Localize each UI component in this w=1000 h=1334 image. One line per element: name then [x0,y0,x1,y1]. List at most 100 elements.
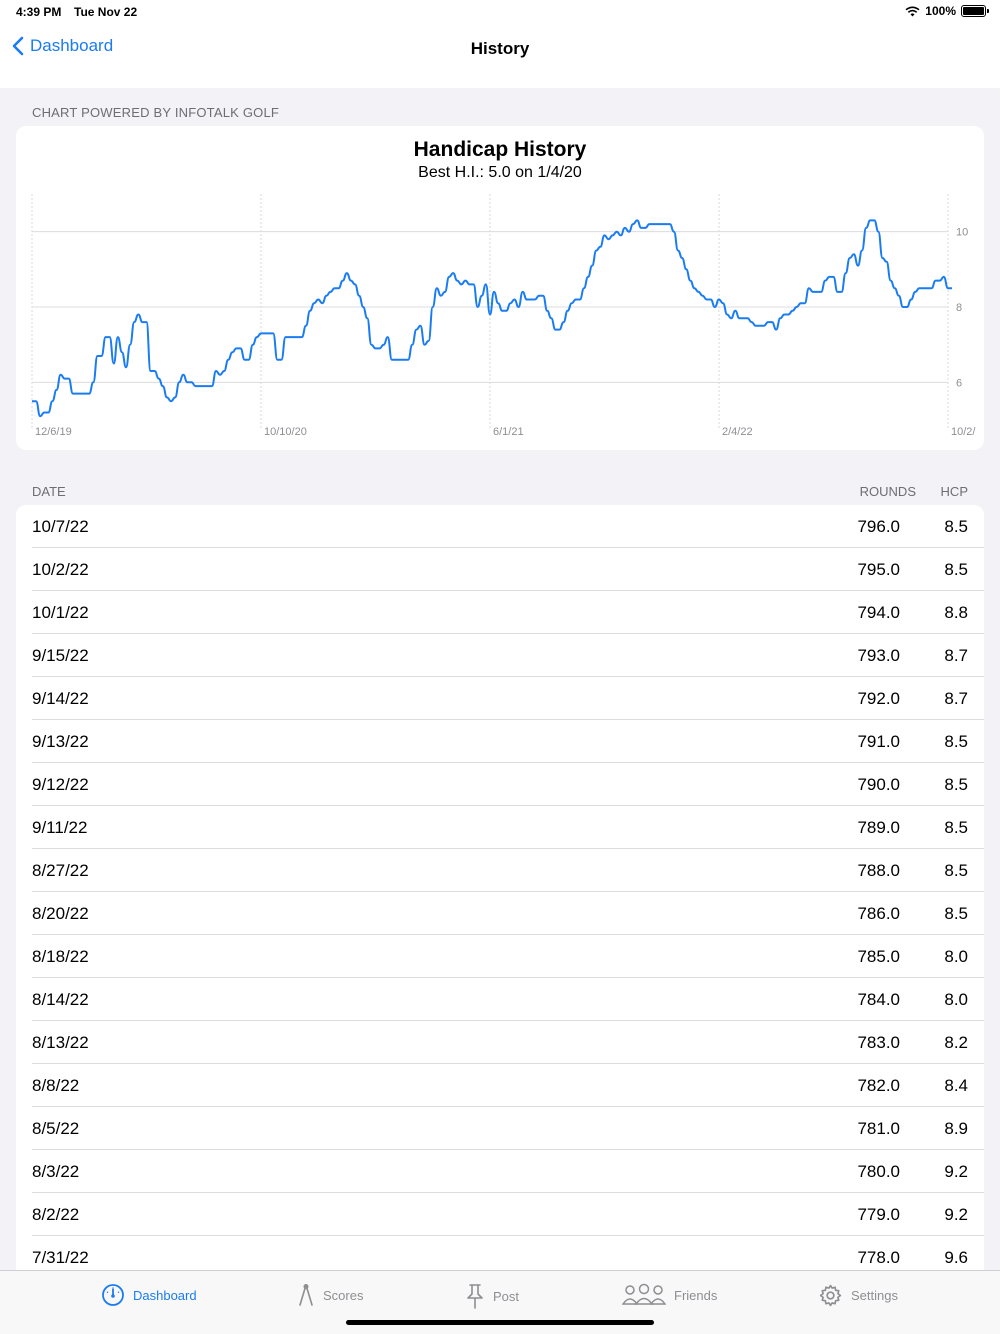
row-date: 10/2/22 [32,560,89,579]
home-indicator [346,1320,654,1325]
row-hcp: 9.2 [944,1205,968,1224]
page-title: History [470,39,530,58]
chevron-left-icon [12,36,24,56]
row-date: 8/5/22 [32,1119,80,1138]
row-rounds: 782.0 [857,1076,900,1095]
chart-card: Handicap History Best H.I.: 5.0 on 1/4/2… [16,126,984,450]
table-header: DATE ROUNDS HCP [0,484,1000,504]
table-row[interactable]: 8/5/22 781.0 8.9 [16,1107,984,1150]
tab-dashboard[interactable]: Dashboard [101,1283,197,1307]
row-rounds: 788.0 [857,861,900,880]
row-hcp: 8.7 [944,646,968,665]
row-date: 8/2/22 [32,1205,80,1224]
tab-settings[interactable]: Settings [818,1283,898,1308]
row-date: 9/15/22 [32,646,89,665]
table-row[interactable]: 8/18/22 785.0 8.0 [16,935,984,978]
table-row[interactable]: 9/12/22 790.0 8.5 [16,763,984,806]
row-rounds: 779.0 [857,1205,900,1224]
tab-label: Settings [851,1288,898,1303]
y-tick-label: 8 [956,302,962,314]
row-hcp: 8.0 [944,990,968,1009]
row-date: 10/1/22 [32,603,89,622]
x-tick-label: 12/6/19 [35,426,72,438]
table-row[interactable]: 8/2/22 779.0 9.2 [16,1193,984,1236]
table-row[interactable]: 10/2/22 795.0 8.5 [16,548,984,591]
row-hcp: 8.0 [944,947,968,966]
x-tick-label: 10/2/ [951,426,976,438]
table-row[interactable]: 10/7/22 796.0 8.5 [16,505,984,548]
row-date: 9/14/22 [32,689,89,708]
column-header-rounds: ROUNDS [859,484,916,499]
back-button[interactable]: Dashboard [12,36,113,56]
x-tick-label: 10/10/20 [264,426,307,438]
row-rounds: 778.0 [857,1248,900,1267]
tab-label: Post [493,1288,520,1304]
table-row[interactable]: 9/11/22 789.0 8.5 [16,806,984,849]
row-date: 8/13/22 [32,1033,89,1052]
column-header-hcp: HCP [940,484,968,499]
chart-title: Handicap History [413,138,587,161]
row-rounds: 784.0 [857,990,900,1009]
status-time: 4:39 PM [16,5,62,19]
status-date: Tue Nov 22 [74,5,138,19]
tab-post[interactable]: Post [465,1283,519,1309]
y-tick-label: 10 [956,227,968,239]
table-row[interactable]: 8/13/22 783.0 8.2 [16,1021,984,1064]
nav-bar: Dashboard History [0,24,1000,88]
row-rounds: 789.0 [857,818,900,837]
history-table: 10/7/22 796.0 8.5 10/2/22 795.0 8.5 10/1/22 7… [16,505,984,1270]
table-row[interactable]: 8/20/22 786.0 8.5 [16,892,984,935]
table-row[interactable]: 9/13/22 791.0 8.5 [16,720,984,763]
post-pin-icon [467,1284,483,1309]
row-hcp: 8.5 [944,560,968,579]
row-hcp: 8.5 [944,818,968,837]
y-tick-label: 6 [956,377,962,389]
row-rounds: 783.0 [857,1033,900,1052]
row-hcp: 8.4 [944,1076,968,1095]
row-rounds: 793.0 [857,646,900,665]
table-row[interactable]: 8/27/22 788.0 8.5 [16,849,984,892]
tab-friends[interactable]: Friends [622,1283,717,1307]
dashboard-gauge-icon [102,1284,124,1306]
back-button-label: Dashboard [30,36,114,55]
table-row[interactable]: 8/14/22 784.0 8.0 [16,978,984,1021]
table-row[interactable]: 9/14/22 792.0 8.7 [16,677,984,720]
row-hcp: 8.5 [944,775,968,794]
chart-caption: CHART POWERED BY INFOTALK GOLF [32,105,280,120]
row-rounds: 786.0 [857,904,900,923]
row-date: 8/14/22 [32,990,89,1009]
row-date: 9/12/22 [32,775,89,794]
tab-label: Dashboard [133,1287,197,1303]
row-date: 9/13/22 [32,732,89,751]
row-hcp: 9.6 [944,1248,968,1267]
table-row[interactable]: 7/31/22 778.0 9.6 [16,1236,984,1270]
status-right: 100% [905,4,989,18]
row-rounds: 791.0 [857,732,900,751]
tab-scores[interactable]: Scores [297,1283,363,1307]
tab-bar: Dashboard Scores Post Friends [0,1270,1000,1334]
row-hcp: 8.5 [944,904,968,923]
row-rounds: 796.0 [857,517,900,536]
row-rounds: 785.0 [857,947,900,966]
table-row[interactable]: 8/3/22 780.0 9.2 [16,1150,984,1193]
table-row[interactable]: 9/15/22 793.0 8.7 [16,634,984,677]
row-date: 8/20/22 [32,904,89,923]
handicap-history-chart: 12/6/19 10/10/20 6/1/21 2/4/22 10/2/6 8 10 [31,194,976,438]
status-bar: 4:39 PM Tue Nov 22 100% [0,0,1000,24]
row-hcp: 8.5 [944,861,968,880]
row-date: 10/7/22 [32,517,89,536]
row-hcp: 9.2 [944,1162,968,1181]
handicap-series-line [32,219,952,418]
scores-compass-icon [299,1284,313,1306]
table-row[interactable]: 10/1/22 794.0 8.8 [16,591,984,634]
settings-gear-icon [819,1284,842,1307]
table-row[interactable]: 8/8/22 782.0 8.4 [16,1064,984,1107]
row-date: 9/11/22 [32,818,88,837]
chart-subtitle: Best H.I.: 5.0 on 1/4/20 [418,164,582,181]
row-hcp: 8.2 [944,1033,968,1052]
row-rounds: 795.0 [857,560,900,579]
row-hcp: 8.5 [944,732,968,751]
tab-label: Scores [323,1287,364,1303]
row-date: 8/27/22 [32,861,89,880]
friends-people-icon [622,1283,666,1305]
